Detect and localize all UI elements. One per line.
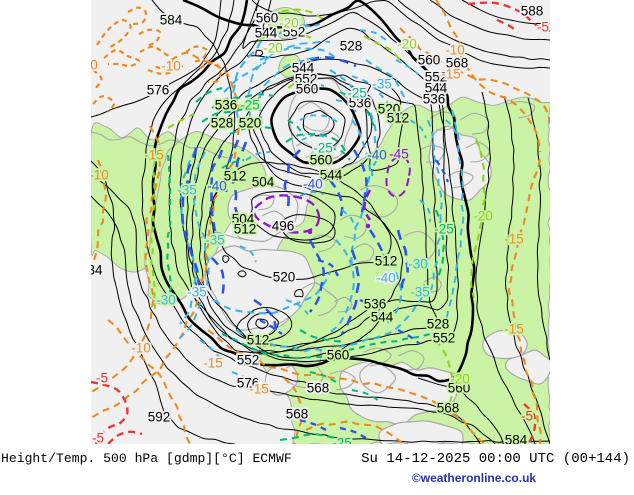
svg-text:-40: -40 <box>207 179 227 194</box>
svg-text:Su 14-12-2025 00:00 UTC (00+14: Su 14-12-2025 00:00 UTC (00+144) <box>361 451 630 467</box>
svg-text:-10: -10 <box>131 341 151 356</box>
svg-text:544: 544 <box>371 310 394 325</box>
svg-text:-20: -20 <box>263 41 283 56</box>
svg-text:-20: -20 <box>473 209 493 224</box>
svg-text:-10: -10 <box>445 43 465 58</box>
svg-text:560: 560 <box>418 53 441 68</box>
svg-text:-35: -35 <box>372 77 392 92</box>
svg-text:552: 552 <box>433 331 456 346</box>
svg-text:512: 512 <box>375 254 398 269</box>
svg-text:552: 552 <box>425 70 448 85</box>
svg-text:-5: -5 <box>537 20 549 35</box>
svg-text:-25: -25 <box>240 98 260 113</box>
svg-text:560: 560 <box>296 82 319 97</box>
svg-text:-15: -15 <box>504 232 524 247</box>
svg-text:-35: -35 <box>410 285 430 300</box>
svg-text:544: 544 <box>425 81 448 96</box>
svg-text:520: 520 <box>239 116 262 131</box>
svg-text:536: 536 <box>364 297 387 312</box>
svg-text:560: 560 <box>448 381 471 396</box>
svg-text:Height/Temp. 500 hPa [gdmp][°C: Height/Temp. 500 hPa [gdmp][°C] ECMWF <box>1 451 292 466</box>
svg-text:-25: -25 <box>313 141 333 156</box>
svg-text:536: 536 <box>349 96 372 111</box>
svg-text:512: 512 <box>387 111 410 126</box>
svg-text:34: 34 <box>87 263 103 278</box>
svg-text:-30: -30 <box>156 293 176 308</box>
svg-text:568: 568 <box>437 401 460 416</box>
svg-text:528: 528 <box>427 317 450 332</box>
svg-text:520: 520 <box>273 270 296 285</box>
svg-text:-15: -15 <box>203 356 223 371</box>
svg-text:-20: -20 <box>450 372 470 387</box>
svg-text:568: 568 <box>446 56 469 71</box>
svg-text:544: 544 <box>292 61 315 76</box>
svg-text:-35: -35 <box>177 183 197 198</box>
svg-text:576: 576 <box>147 83 170 98</box>
svg-text:-25: -25 <box>347 86 367 101</box>
svg-text:536: 536 <box>423 92 446 107</box>
svg-text:560: 560 <box>256 11 279 26</box>
svg-text:528: 528 <box>211 116 234 131</box>
svg-text:-30: -30 <box>408 257 428 272</box>
svg-text:512: 512 <box>224 169 247 184</box>
svg-text:536: 536 <box>215 98 238 113</box>
svg-text:560: 560 <box>310 153 333 168</box>
svg-text:528: 528 <box>340 39 363 54</box>
svg-text:-15: -15 <box>441 67 461 82</box>
svg-text:568: 568 <box>286 407 309 422</box>
svg-text:-40: -40 <box>367 148 387 163</box>
svg-text:512: 512 <box>247 333 270 348</box>
svg-text:512: 512 <box>234 222 257 237</box>
svg-text:496: 496 <box>272 219 295 234</box>
svg-text:-10: -10 <box>89 168 109 183</box>
svg-text:-25: -25 <box>434 222 454 237</box>
svg-text:552: 552 <box>295 72 318 87</box>
svg-text:584: 584 <box>160 13 183 28</box>
svg-text:-20: -20 <box>279 16 299 31</box>
svg-text:520: 520 <box>378 102 401 117</box>
svg-text:©weatheronline.co.uk: ©weatheronline.co.uk <box>412 471 537 485</box>
svg-text:0: 0 <box>90 58 98 73</box>
svg-text:544: 544 <box>255 26 278 41</box>
svg-text:-15: -15 <box>249 382 269 397</box>
svg-text:-5: -5 <box>96 371 108 386</box>
svg-text:-10: -10 <box>161 59 181 74</box>
svg-text:-20: -20 <box>397 37 417 52</box>
svg-text:-40: -40 <box>376 271 396 286</box>
svg-text:568: 568 <box>307 381 330 396</box>
svg-text:504: 504 <box>252 175 275 190</box>
svg-text:576: 576 <box>237 376 260 391</box>
svg-text:544: 544 <box>320 168 343 183</box>
svg-text:-45: -45 <box>389 147 409 162</box>
svg-text:-35: -35 <box>187 285 207 300</box>
svg-text:584: 584 <box>505 433 528 448</box>
svg-text:552: 552 <box>283 25 306 40</box>
svg-text:560: 560 <box>327 348 350 363</box>
svg-text:592: 592 <box>148 410 171 425</box>
svg-text:-25: -25 <box>332 436 352 451</box>
svg-text:552: 552 <box>237 353 260 368</box>
svg-text:504: 504 <box>232 212 255 227</box>
svg-text:-35: -35 <box>205 233 225 248</box>
svg-text:-15: -15 <box>144 148 164 163</box>
svg-text:-5: -5 <box>92 431 104 446</box>
svg-text:588: 588 <box>521 4 544 19</box>
svg-text:-40: -40 <box>303 177 323 192</box>
svg-text:-15: -15 <box>504 322 524 337</box>
svg-text:-5: -5 <box>521 409 533 424</box>
